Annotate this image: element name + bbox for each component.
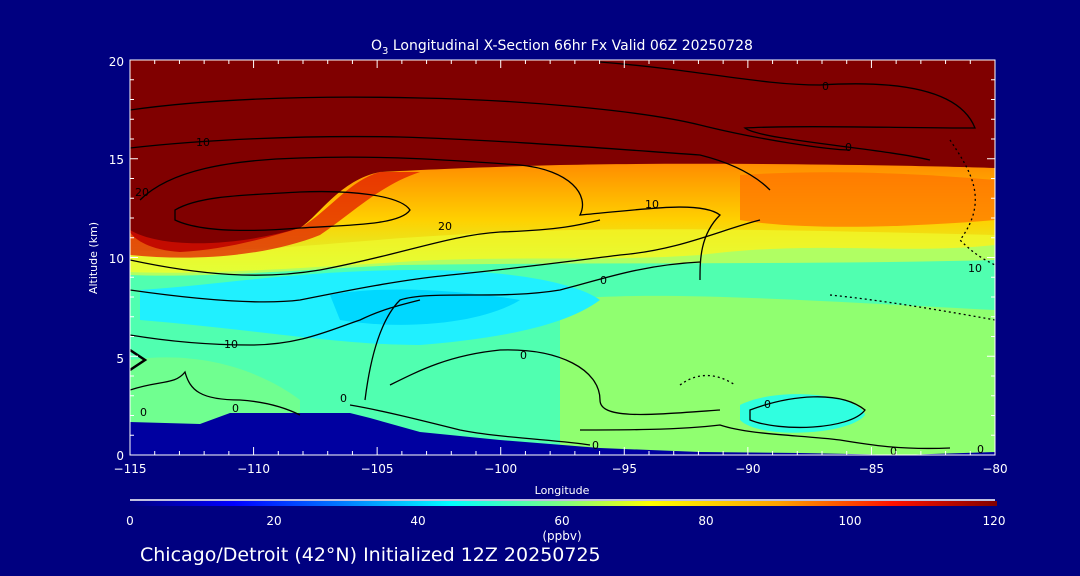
x-tick-label: −95 — [612, 462, 637, 476]
contour-label: 10 — [224, 338, 238, 351]
contour-label: 0 — [845, 141, 852, 154]
contour-label: 0 — [890, 445, 897, 458]
x-tick-label: −100 — [484, 462, 517, 476]
x-axis: −115 −110 −105 −100 −95 −90 −85 −80 Long… — [114, 462, 1008, 497]
contour-labels: 0 0 10 20 10 20 10 0 10 0 0 0 0 0 0 0 0 — [135, 80, 984, 458]
colorbar-tick-label: 40 — [410, 514, 425, 528]
field-green-left — [130, 357, 300, 430]
contour-label: 0 — [764, 398, 771, 411]
plot-area: 0 0 10 20 10 20 10 0 10 0 0 0 0 0 0 0 0 — [130, 60, 995, 458]
y-tick-label: 0 — [116, 449, 124, 463]
field-cyan-core — [330, 289, 520, 325]
x-tick-label: −80 — [982, 462, 1007, 476]
field-green — [560, 295, 995, 455]
colorbar: 0 20 40 60 80 100 120 (ppbv) — [126, 499, 1006, 543]
contour-label: 0 — [140, 406, 147, 419]
y-axis: 0 5 10 15 20 Altitude (km) — [87, 55, 124, 463]
field-dark-red-top — [130, 60, 995, 252]
contour-label: 10 — [968, 262, 982, 275]
axis-ticks — [129, 59, 996, 456]
x-axis-label: Longitude — [535, 484, 590, 497]
contour-label: 20 — [135, 186, 149, 199]
field-red-edge — [130, 172, 420, 258]
y-tick-label: 5 — [116, 352, 124, 366]
colorbar-units: (ppbv) — [542, 529, 581, 543]
contour-label: 0 — [340, 392, 347, 405]
terrain — [130, 413, 995, 455]
contour-label: 0 — [592, 439, 599, 452]
x-tick-label: −90 — [735, 462, 760, 476]
x-tick-label: −110 — [237, 462, 270, 476]
colorbar-tick-label: 20 — [266, 514, 281, 528]
contour-label: 0 — [520, 349, 527, 362]
x-tick-label: −105 — [361, 462, 394, 476]
contour-label: 0 — [822, 80, 829, 93]
contour-label: 10 — [196, 136, 210, 149]
colorbar-tick-label: 60 — [554, 514, 569, 528]
contour-label: 20 — [438, 220, 452, 233]
colorbar-tick-label: 80 — [698, 514, 713, 528]
footer-run-info: Chicago/Detroit (42°N) Initialized 12Z 2… — [140, 544, 601, 566]
field-orange-right — [740, 172, 995, 227]
colorbar-tick-label: 0 — [126, 514, 134, 528]
x-tick-label: −115 — [114, 462, 147, 476]
colorbar-gradient — [130, 501, 997, 506]
contour-label: 0 — [232, 402, 239, 415]
contour-lines — [130, 61, 995, 450]
y-tick-label: 20 — [109, 55, 124, 69]
y-axis-label: Altitude (km) — [87, 222, 100, 294]
y-tick-label: 15 — [109, 153, 124, 167]
chart-title: O3 Longitudinal X-Section 66hr Fx Valid … — [371, 38, 753, 57]
colorbar-tick-label: 120 — [983, 514, 1006, 528]
y-tick-label: 10 — [109, 252, 124, 266]
contour-label: 10 — [645, 198, 659, 211]
contour-label: 0 — [977, 443, 984, 456]
contour-label: 0 — [600, 274, 607, 287]
x-tick-label: −85 — [859, 462, 884, 476]
colorbar-tick-label: 100 — [839, 514, 862, 528]
